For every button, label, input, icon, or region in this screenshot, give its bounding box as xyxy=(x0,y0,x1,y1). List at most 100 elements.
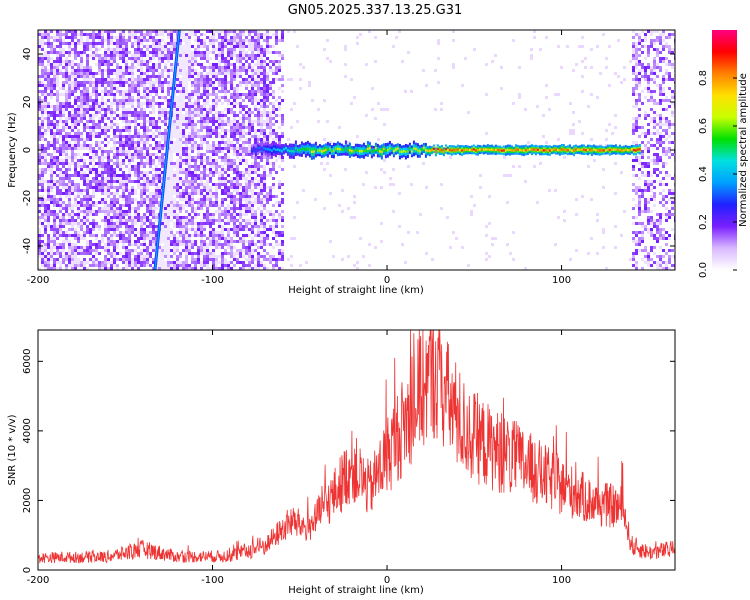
spectrogram-cell xyxy=(185,60,188,63)
spectrogram-cell xyxy=(89,222,92,225)
spectrogram-cell xyxy=(74,90,77,93)
spectrogram-cell xyxy=(185,123,188,126)
spectrogram-cell xyxy=(86,207,89,210)
spectrogram-cell xyxy=(134,147,137,150)
spectrogram-cell xyxy=(164,135,167,138)
spectrogram-cell xyxy=(146,33,149,36)
spectrogram-cell xyxy=(122,255,125,258)
spectrogram-cell xyxy=(176,90,179,93)
spectrogram-cell xyxy=(221,231,224,234)
spectrogram-cell xyxy=(92,192,95,195)
spectrogram-cell xyxy=(194,228,197,231)
spectrogram-cell xyxy=(179,234,182,237)
spectrogram-cell xyxy=(236,147,239,150)
spectrogram-cell xyxy=(68,111,71,114)
spectrogram-cell xyxy=(128,231,131,234)
spectrogram-cell xyxy=(134,135,137,138)
spectrogram-cell xyxy=(230,207,233,210)
spectrogram-cell xyxy=(209,111,212,114)
spectrogram-cell xyxy=(197,45,200,48)
spectrogram-cell xyxy=(50,237,53,240)
spectrogram-cell xyxy=(257,69,260,72)
spectrogram-cell xyxy=(50,78,53,81)
spectrogram-cell xyxy=(44,105,47,108)
spectrogram-cell xyxy=(194,258,197,261)
spectrogram-cell xyxy=(215,240,218,243)
spectrogram-cell xyxy=(161,171,164,174)
spectrogram-cell xyxy=(248,123,251,126)
spectrogram-cell xyxy=(104,93,107,96)
spectrogram-cell xyxy=(209,219,212,222)
spectrogram-cell xyxy=(182,39,185,42)
spectrogram-cell xyxy=(215,39,218,42)
spectrogram-cell xyxy=(224,183,227,186)
spectrogram-cell xyxy=(329,174,332,177)
spectrogram-cell xyxy=(167,153,170,156)
spectrogram-cell xyxy=(173,111,176,114)
spectrogram-cell xyxy=(242,249,245,252)
spectrogram-cell xyxy=(119,78,122,81)
spectrogram-cell xyxy=(74,147,77,150)
spectrogram-cell xyxy=(275,72,278,75)
spectrogram-cell xyxy=(215,150,218,153)
spectrogram-cell xyxy=(104,114,107,117)
spectrogram-cell xyxy=(257,174,260,177)
spectrogram-cell xyxy=(185,111,188,114)
spectrogram-cell xyxy=(287,30,290,33)
spectrogram-cell xyxy=(83,198,86,201)
spectrogram-cell xyxy=(185,267,188,270)
spectrogram-cell xyxy=(113,162,116,165)
spectrogram-cell xyxy=(254,267,257,270)
spectrogram-cell xyxy=(56,120,59,123)
spectrogram-cell xyxy=(74,213,77,216)
spectrogram-cell xyxy=(131,219,134,222)
spectrogram-cell xyxy=(86,195,89,198)
spectrogram-cell xyxy=(239,63,242,66)
spectrogram-cell xyxy=(56,201,59,204)
spectrogram-cell xyxy=(164,219,167,222)
spectrogram-cell xyxy=(239,159,242,162)
spectrogram-cell xyxy=(137,75,140,78)
spectrogram-cell xyxy=(140,198,143,201)
spectrogram-cell xyxy=(188,66,191,69)
spectrogram-cell xyxy=(200,243,203,246)
spectrogram-cell xyxy=(68,36,71,39)
spectrogram-cell xyxy=(185,153,188,156)
spectrogram-cell xyxy=(83,93,86,96)
spectrogram-cell xyxy=(224,75,227,78)
spectrogram-cell xyxy=(80,81,83,84)
spectrogram-cell xyxy=(113,48,116,51)
spectrogram-cell xyxy=(149,159,152,162)
spectrogram-cell xyxy=(44,150,47,153)
spectrogram-cell xyxy=(122,177,125,180)
spectrogram-cell xyxy=(161,213,164,216)
spectrogram-cell xyxy=(200,108,203,111)
spectrogram-cell xyxy=(77,210,80,213)
spectrogram-cell xyxy=(104,123,107,126)
spectrogram-cell xyxy=(359,237,362,240)
spectrogram-cell xyxy=(278,165,281,168)
spectrogram-cell xyxy=(266,159,269,162)
spectrogram-cell xyxy=(47,258,50,261)
spectrogram-cell xyxy=(209,189,212,192)
spectrogram-cell xyxy=(239,177,242,180)
spectrogram-cell xyxy=(203,39,206,42)
spectrogram-cell xyxy=(110,93,113,96)
spectrogram-cell xyxy=(59,219,62,222)
spectrogram-cell xyxy=(89,150,92,153)
spectrogram-cell xyxy=(137,186,140,189)
spectrogram-cell xyxy=(140,177,143,180)
spectrogram-cell xyxy=(185,138,188,141)
spectrogram-cell xyxy=(113,222,116,225)
spectrogram-cell xyxy=(173,141,176,144)
spectrogram-cell xyxy=(89,159,92,162)
spectrogram-cell xyxy=(47,213,50,216)
spectrogram-cell xyxy=(119,132,122,135)
spectrogram-cell xyxy=(266,84,269,87)
spectrogram-cell xyxy=(86,219,89,222)
spectrogram-cell xyxy=(239,102,242,105)
spectrogram-cell xyxy=(86,36,89,39)
spectrogram-cell xyxy=(140,192,143,195)
spectrogram-cell xyxy=(71,249,74,252)
spectrogram-cell xyxy=(83,51,86,54)
